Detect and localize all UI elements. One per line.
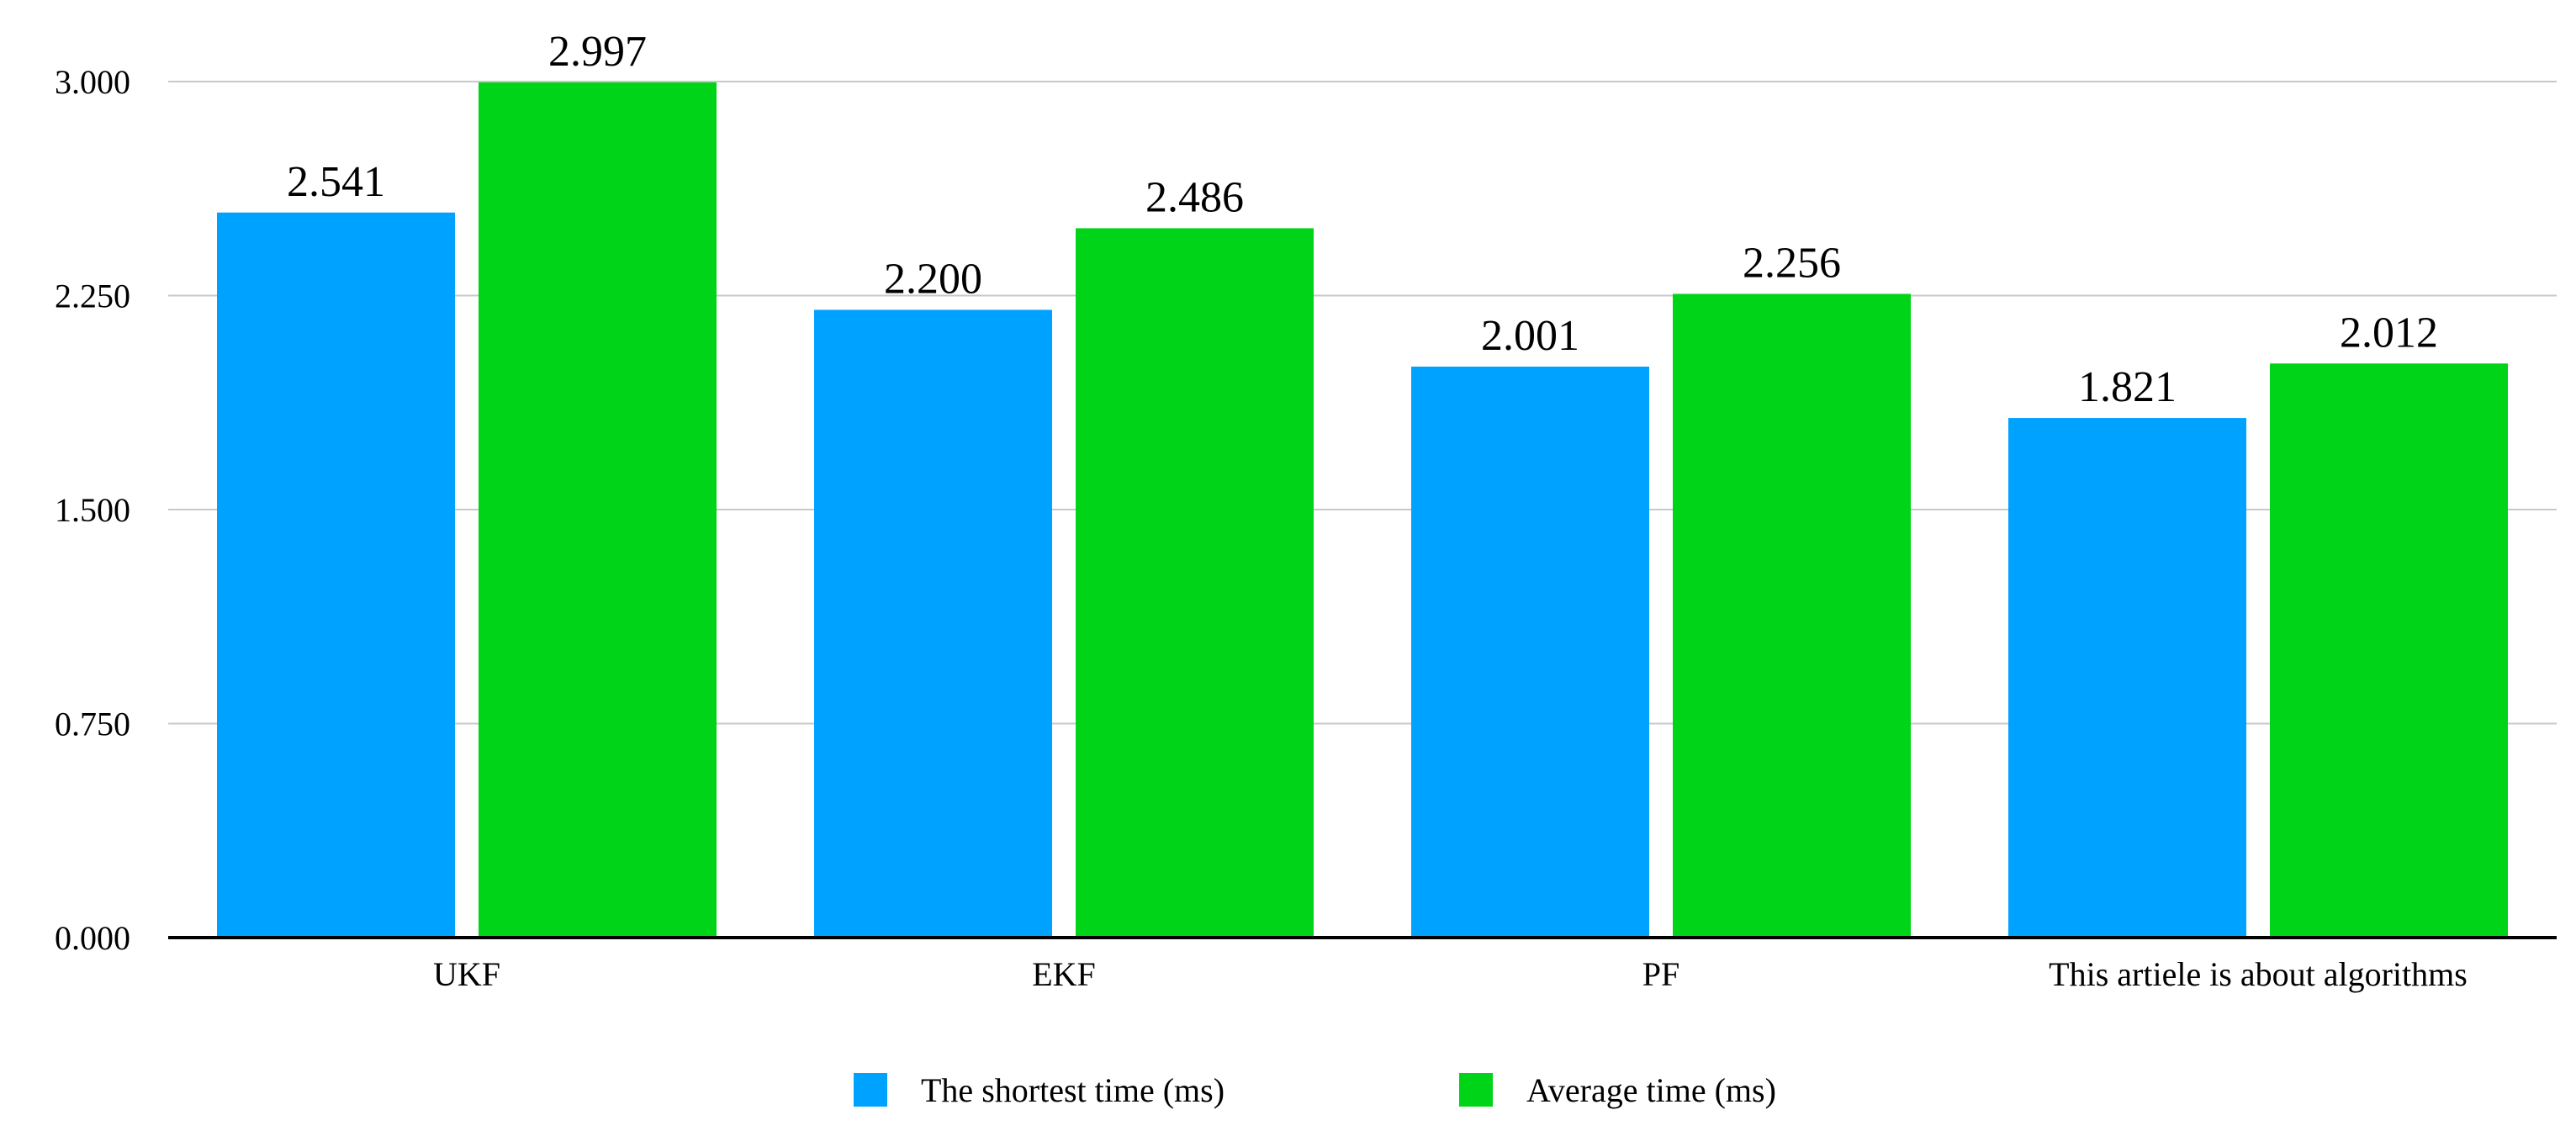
x-category-label: This artiele is about algorithms	[2049, 955, 2468, 993]
data-label: 2.997	[548, 28, 647, 76]
y-tick-label: 0.000	[55, 919, 130, 957]
bar-ekf-series-2	[1076, 228, 1314, 938]
y-axis-tick-labels: 0.000 0.750 1.500 2.250 3.000	[55, 63, 130, 957]
legend-label: The shortest time (ms)	[921, 1071, 1225, 1109]
bar-this-artiele-is-about-algorithms-series-2	[2270, 363, 2508, 938]
y-tick-label: 2.250	[55, 277, 130, 315]
legend-swatch	[854, 1073, 887, 1107]
data-label: 2.541	[287, 158, 385, 206]
bar-pf-series-1	[1411, 366, 1649, 938]
legend: The shortest time (ms) Average time (ms)	[854, 1071, 1776, 1109]
y-tick-label: 0.750	[55, 706, 130, 743]
data-label: 2.256	[1743, 239, 1841, 287]
y-tick-label: 3.000	[55, 63, 130, 101]
data-label: 1.821	[2078, 363, 2177, 411]
y-tick-label: 1.500	[55, 491, 130, 529]
legend-swatch	[1459, 1073, 1493, 1107]
x-category-label: EKF	[1032, 955, 1096, 993]
data-labels: 2.541 2.997 2.200 2.486 2.001 2.256 1.821 2.012	[287, 28, 2438, 411]
legend-label: Average time (ms)	[1526, 1071, 1776, 1109]
data-label: 2.012	[2340, 309, 2438, 357]
x-category-label: PF	[1642, 955, 1680, 993]
bar-ukf-series-1	[217, 212, 455, 938]
bars	[217, 82, 2508, 938]
bar-pf-series-2	[1673, 293, 1911, 938]
data-label: 2.200	[884, 255, 982, 303]
bar-ukf-series-2	[479, 82, 717, 938]
bar-this-artiele-is-about-algorithms-series-1	[2008, 418, 2246, 938]
data-label: 2.001	[1481, 312, 1579, 360]
x-category-label: UKF	[433, 955, 500, 993]
data-label: 2.486	[1145, 173, 1244, 221]
x-axis-category-labels: UKF EKF PF This artiele is about algorithms	[433, 955, 2468, 993]
bar-ekf-series-1	[814, 309, 1052, 938]
